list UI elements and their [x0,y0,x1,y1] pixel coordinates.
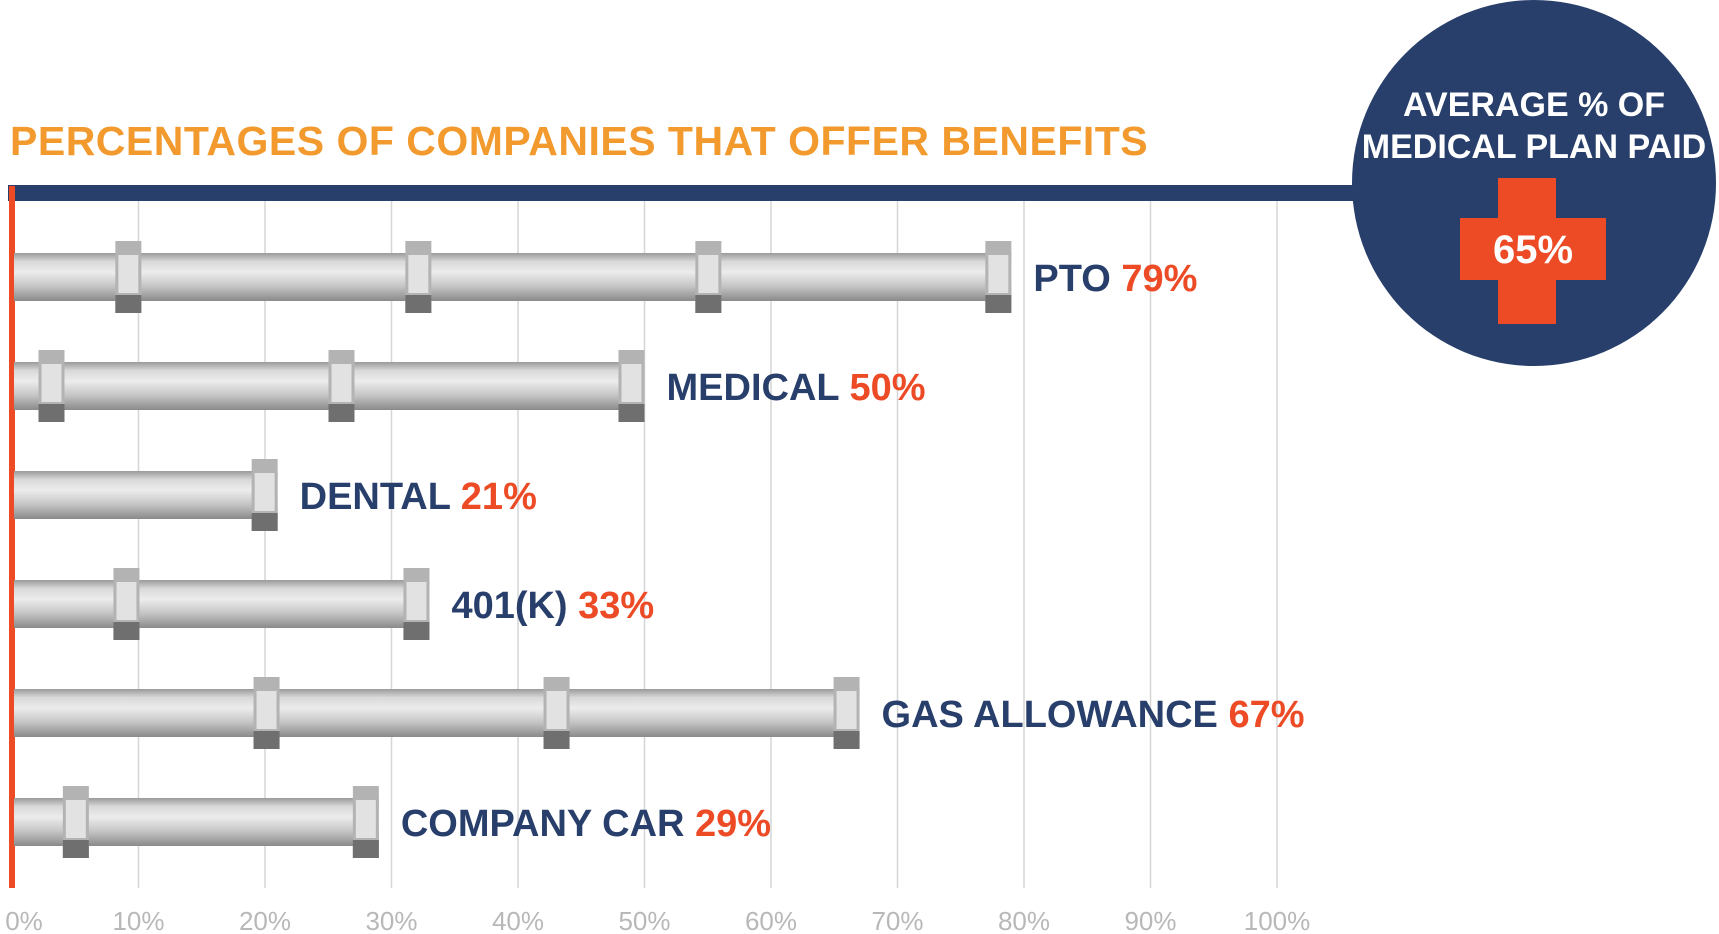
bar-category-label: COMPANY CAR [401,803,695,845]
bar-label: GAS ALLOWANCE 67% [882,694,1305,736]
pipe-collar [328,350,355,422]
bar-category-label: MEDICAL [667,367,850,409]
gridlines [137,201,1278,888]
callout-title-line-2: MEDICAL PLAN PAID [1361,128,1707,166]
x-tick-label: 10% [112,906,164,934]
x-tick-label: 60% [745,906,797,934]
bar-category-label: 401(K) [451,585,578,627]
bars [14,241,1012,858]
bar-value-label: 21% [461,476,537,518]
pipe-collar [985,241,1012,313]
pipe-collar [62,786,89,858]
bar-label: 401(K) 33% [451,585,654,627]
x-tick-label: 90% [1124,906,1176,934]
bar-value-label: 50% [849,367,925,409]
pipe-collar [253,677,280,749]
pipe-collar [38,350,65,422]
bar-label: PTO 79% [1033,258,1197,300]
medical-plan-callout: AVERAGE % OF MEDICAL PLAN PAID 65% [1352,0,1716,366]
x-tick-label: 40% [492,906,544,934]
bar-label: DENTAL 21% [300,476,537,518]
bar [14,459,278,531]
pipe-collar [695,241,722,313]
callout-title-line-1: AVERAGE % OF [1403,86,1665,124]
bar [14,677,860,749]
pipe-body [14,471,278,519]
pipe-collar [115,241,142,313]
chart-title: PERCENTAGES OF COMPANIES THAT OFFER BENE… [10,118,1149,164]
bar-value-label: 67% [1228,694,1304,736]
pipe-collar [113,568,140,640]
bar-category-label: PTO [1033,258,1121,300]
pipe-collar [405,241,432,313]
pipe-collar [543,677,570,749]
x-tick-label: 100% [1244,906,1311,934]
bar [14,241,1012,313]
pipe-collar [251,459,278,531]
x-tick-label: 70% [871,906,923,934]
bar-value-label: 79% [1121,258,1197,300]
bar-label: COMPANY CAR 29% [401,803,771,845]
medical-cross-icon-bar [1460,218,1606,280]
x-tick-label: 50% [618,906,670,934]
pipe-body [14,253,1012,301]
pipe-body [14,689,860,737]
callout-title: AVERAGE % OF MEDICAL PLAN PAID [1352,84,1716,168]
x-tick-label: 30% [365,906,417,934]
bar-category-label: DENTAL [300,476,461,518]
bar [14,350,645,422]
bar-value-label: 33% [578,585,654,627]
pipe-collar [618,350,645,422]
pipe-body [14,580,430,628]
bar-value-label: 29% [695,803,771,845]
x-tick-label: 20% [239,906,291,934]
callout-value: 65% [1492,228,1574,272]
pipe-collar [403,568,430,640]
pipe-collar [352,786,379,858]
x-tick-label: 0% [5,906,43,934]
pipe-collar [833,677,860,749]
x-tick-label: 80% [998,906,1050,934]
bar-category-label: GAS ALLOWANCE [882,694,1229,736]
x-axis-tick-labels: 0% 10% 20% 30% 40% 50% 60% 70% 80% 90% 100% [5,906,1310,934]
bar-label: MEDICAL 50% [667,367,926,409]
bar [14,786,379,858]
bar-labels: PTO 79% MEDICAL 50% DENTAL 21% 401(K) 33% GA… [300,258,1305,845]
bar [14,568,430,640]
